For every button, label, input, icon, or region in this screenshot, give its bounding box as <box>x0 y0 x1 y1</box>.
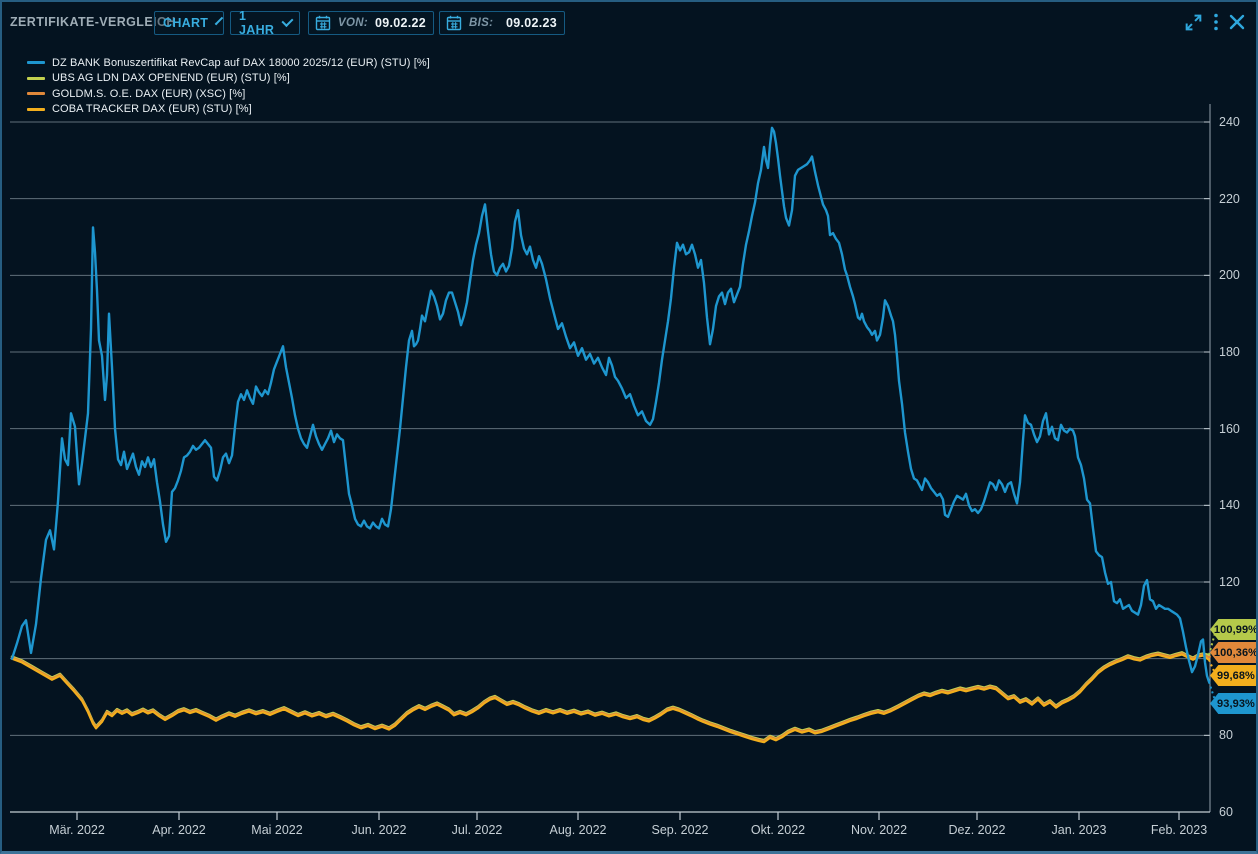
y-axis-label: 80 <box>1219 728 1233 743</box>
period-dropdown[interactable]: 1 JAHR <box>230 9 300 37</box>
x-axis-label: Apr. 2022 <box>152 823 206 837</box>
legend-item-1[interactable]: UBS AG LDN DAX OPENEND (EUR) (STU) [%] <box>27 71 430 87</box>
end-value-tag: 99,68% <box>1210 665 1256 686</box>
end-value-tag: 93,93% <box>1210 693 1256 714</box>
legend-item-label: UBS AG LDN DAX OPENEND (EUR) (STU) [%] <box>52 72 290 85</box>
series-line-dz[interactable] <box>10 126 1211 684</box>
calendar-icon[interactable] <box>446 15 462 31</box>
y-axis-label: 120 <box>1219 575 1240 589</box>
x-axis-label: Jun. 2022 <box>351 823 407 837</box>
date-to-label: BIS: <box>469 17 494 29</box>
tag-connector <box>1208 651 1217 659</box>
legend-color-swatch <box>27 107 45 111</box>
y-axis-label: 200 <box>1219 268 1240 283</box>
x-axis-label: Sep. 2022 <box>651 823 709 837</box>
toolbar: ZERTIFIKATE-VERGLEICH CHART 1 JAHR VON: … <box>2 2 1256 42</box>
legend-item-2[interactable]: GOLDM.S. O.E. DAX (EUR) (XSC) [%] <box>27 86 430 102</box>
x-axis-label: Jan. 2023 <box>1051 823 1107 837</box>
expand-icon[interactable] <box>1183 12 1204 33</box>
kebab-menu-icon[interactable] <box>1213 12 1219 32</box>
close-icon[interactable] <box>1228 13 1246 31</box>
legend-item-0[interactable]: DZ BANK Bonuszertifikat RevCap auf DAX 1… <box>27 55 430 71</box>
calendar-icon[interactable] <box>315 15 331 31</box>
x-axis-label: Aug. 2022 <box>549 823 607 837</box>
series-line-goldm.s.[interactable] <box>10 652 1211 743</box>
y-axis-label: 140 <box>1219 498 1240 513</box>
period-dropdown-label: 1 JAHR <box>239 9 275 37</box>
end-value-tag: 100,99% <box>1210 619 1256 640</box>
y-axis-label: 180 <box>1219 345 1240 359</box>
legend-item-label: GOLDM.S. O.E. DAX (EUR) (XSC) [%] <box>52 87 246 100</box>
chart-legend: DZ BANK Bonuszertifikat RevCap auf DAX 1… <box>27 55 430 117</box>
series-line-coba[interactable] <box>10 653 1211 744</box>
y-axis-label: 160 <box>1219 421 1240 436</box>
end-value-tag: 100,36% <box>1210 642 1256 663</box>
x-axis-label: Mär. 2022 <box>49 823 105 837</box>
date-to-field[interactable]: BIS: 09.02.23 <box>439 11 565 35</box>
date-to-value[interactable]: 09.02.23 <box>505 16 557 30</box>
date-from-value[interactable]: 09.02.22 <box>374 16 426 30</box>
x-axis-label: Mai 2022 <box>251 823 303 837</box>
chart-type-dropdown[interactable]: CHART <box>154 11 224 35</box>
chart-type-dropdown-label: CHART <box>163 16 209 30</box>
y-axis-label: 220 <box>1219 191 1240 206</box>
page-title: ZERTIFIKATE-VERGLEICH <box>10 15 176 29</box>
x-axis-label: Okt. 2022 <box>750 823 806 837</box>
tag-connector <box>1208 681 1217 704</box>
date-from-label: VON: <box>338 17 368 29</box>
y-axis-label: 60 <box>1219 805 1233 819</box>
x-axis-label: Nov. 2022 <box>850 823 908 837</box>
y-axis-label: 240 <box>1219 115 1240 129</box>
legend-color-swatch <box>27 61 45 65</box>
x-axis-label: Dez. 2022 <box>948 823 1006 837</box>
legend-item-3[interactable]: COBA TRACKER DAX (EUR) (STU) [%] <box>27 102 430 118</box>
x-axis-label: Feb. 2023 <box>1150 823 1208 837</box>
legend-item-label: DZ BANK Bonuszertifikat RevCap auf DAX 1… <box>52 56 430 69</box>
date-from-field[interactable]: VON: 09.02.22 <box>308 11 434 35</box>
legend-item-label: COBA TRACKER DAX (EUR) (STU) [%] <box>52 103 252 116</box>
legend-color-swatch <box>27 76 45 80</box>
x-axis-label: Jul. 2022 <box>451 823 503 837</box>
series-line-ubs[interactable] <box>10 651 1211 742</box>
legend-color-swatch <box>27 92 45 96</box>
